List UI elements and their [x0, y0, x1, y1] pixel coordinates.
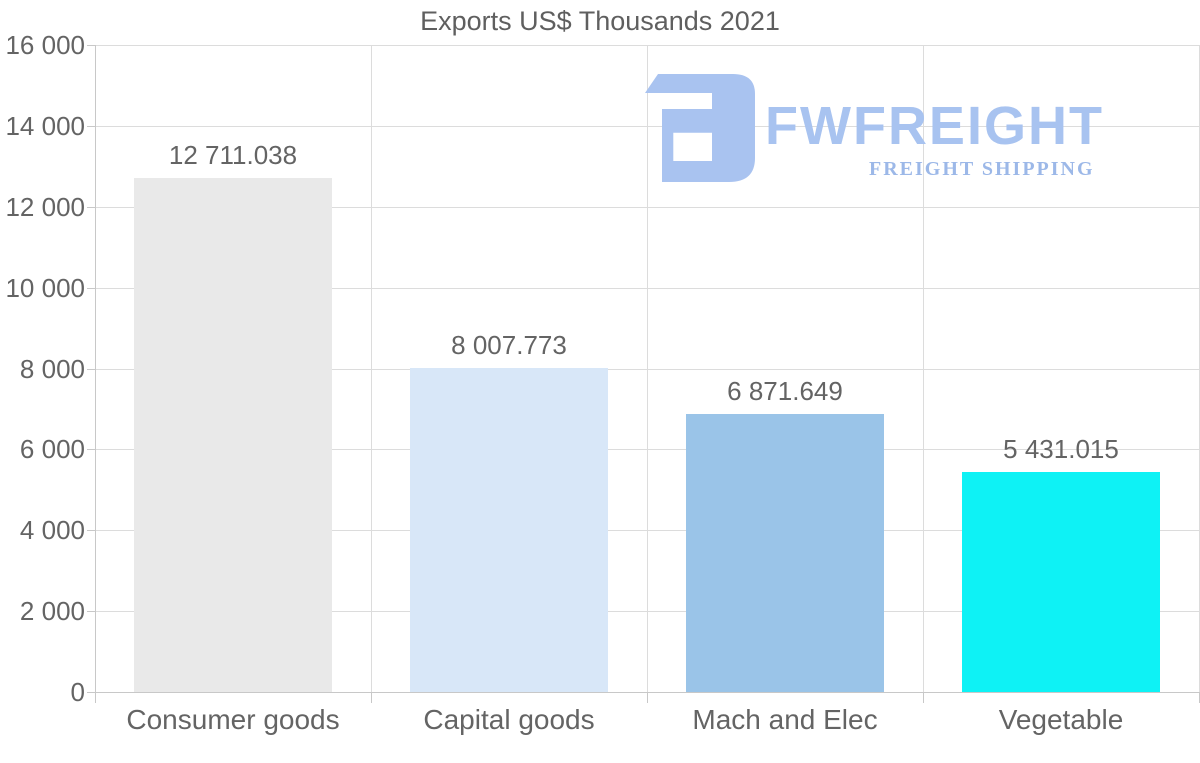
y-axis-tick	[87, 530, 95, 532]
y-axis-tick	[87, 368, 95, 370]
value-label-mach-and-elec: 6 871.649	[727, 376, 843, 407]
y-tick-label: 10 000	[5, 272, 85, 303]
y-tick-label: 2 000	[19, 596, 85, 627]
x-axis-tick	[371, 692, 372, 703]
fwfreight-logo: FWFREIGHT FREIGHT SHIPPING	[645, 73, 1155, 185]
y-axis-tick	[87, 692, 95, 693]
category-label-capital-goods: Capital goods	[423, 704, 595, 735]
bar-mach-and-elec	[686, 414, 884, 692]
category-label-vegetable: Vegetable	[998, 704, 1124, 735]
y-axis-tick	[87, 45, 95, 46]
bar-vegetable	[962, 472, 1160, 692]
v-gridline	[371, 45, 372, 692]
logo-subtitle: FREIGHT SHIPPING	[869, 158, 1095, 180]
y-axis-tick	[87, 125, 95, 127]
y-tick-label: 16 000	[5, 30, 85, 60]
category-label-consumer-goods: Consumer goods	[126, 704, 340, 735]
y-tick-label: 14 000	[5, 110, 85, 141]
y-axis-tick	[87, 287, 95, 289]
category-label-mach-and-elec: Mach and Elec	[692, 704, 878, 735]
x-axis-line	[95, 692, 1199, 693]
fwfreight-logo-icon	[645, 74, 755, 182]
bar-consumer-goods	[134, 177, 332, 692]
v-gridline	[647, 45, 648, 692]
y-tick-label: 4 000	[19, 515, 85, 546]
y-tick-label: 0	[70, 677, 85, 707]
y-axis-tick	[87, 611, 95, 613]
logo-wordmark: FWFREIGHT	[765, 96, 1104, 156]
value-label-consumer-goods: 12 711.038	[168, 139, 298, 170]
bar-capital-goods	[410, 368, 608, 692]
x-axis-tick	[95, 692, 96, 703]
y-tick-label: 12 000	[5, 191, 85, 222]
v-gridline	[923, 45, 924, 692]
x-axis-tick	[923, 692, 924, 703]
value-label-capital-goods: 8 007.773	[451, 330, 567, 361]
y-tick-label: 8 000	[19, 353, 85, 384]
chart-title: Exports US$ Thousands 2021	[420, 6, 780, 36]
y-axis-tick	[87, 206, 95, 208]
y-tick-label: 6 000	[19, 434, 85, 465]
y-axis-tick	[87, 449, 95, 451]
x-axis-tick	[647, 692, 648, 703]
value-label-vegetable: 5 431.015	[1003, 434, 1119, 465]
v-gridline	[95, 45, 96, 692]
